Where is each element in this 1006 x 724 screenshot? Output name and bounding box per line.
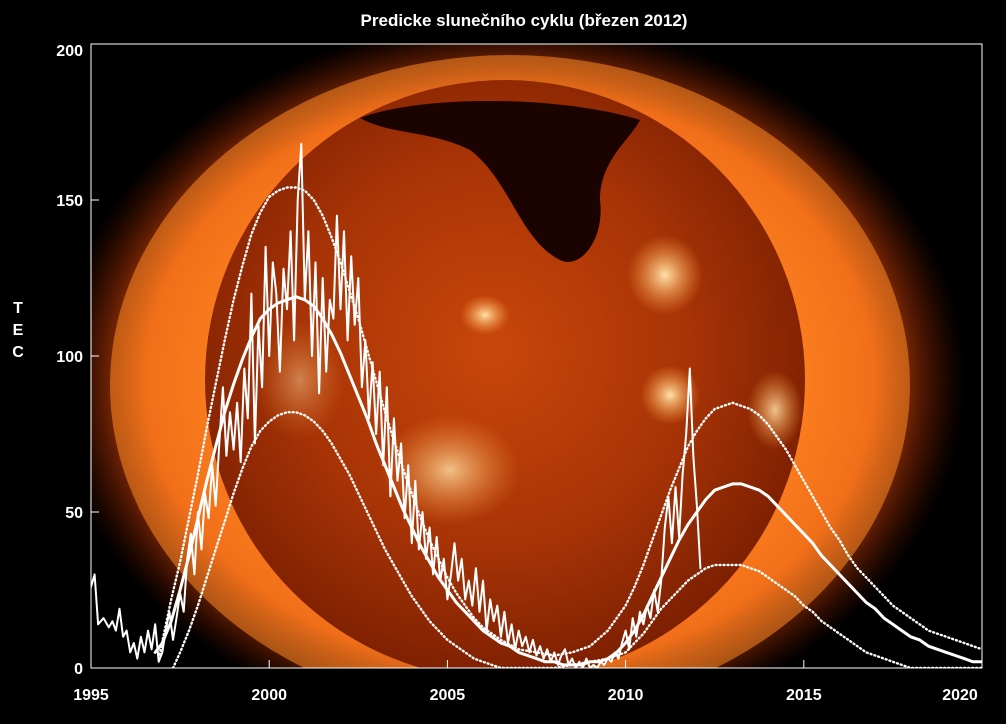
active-region <box>380 415 520 525</box>
y-tick-label: 0 <box>74 661 83 678</box>
sun-background-image <box>91 44 965 668</box>
active-region <box>255 320 345 440</box>
active-region <box>640 365 700 425</box>
x-tick-label: 2015 <box>786 687 822 704</box>
active-region <box>747 370 803 450</box>
series-line-dotted-2 <box>157 186 982 660</box>
y-tick-label: 150 <box>56 193 83 210</box>
series-line-dotted-3 <box>171 411 982 668</box>
coronal-hole <box>360 100 640 262</box>
x-tick-label: 2005 <box>430 687 466 704</box>
x-tick-label: 2000 <box>251 687 287 704</box>
x-tick-label: 1995 <box>73 687 109 704</box>
x-tick-label: 2020 <box>942 687 978 704</box>
active-region <box>460 295 510 335</box>
active-region <box>627 235 703 315</box>
chart-title: Predicke slunečního cyklu (březen 2012) <box>361 11 688 30</box>
ticks-layer: 1995 2000 2005 2010 2015 2020 0 50 100 150 200 <box>56 43 983 704</box>
x-tick-label: 2010 <box>608 687 644 704</box>
y-tick-label: 200 <box>56 43 83 60</box>
series-layer <box>91 142 982 668</box>
sun-disk <box>205 80 805 668</box>
series-line-jagged-0 <box>91 142 702 668</box>
y-tick-label: 50 <box>65 505 83 522</box>
y-tick-label: 100 <box>56 349 83 366</box>
